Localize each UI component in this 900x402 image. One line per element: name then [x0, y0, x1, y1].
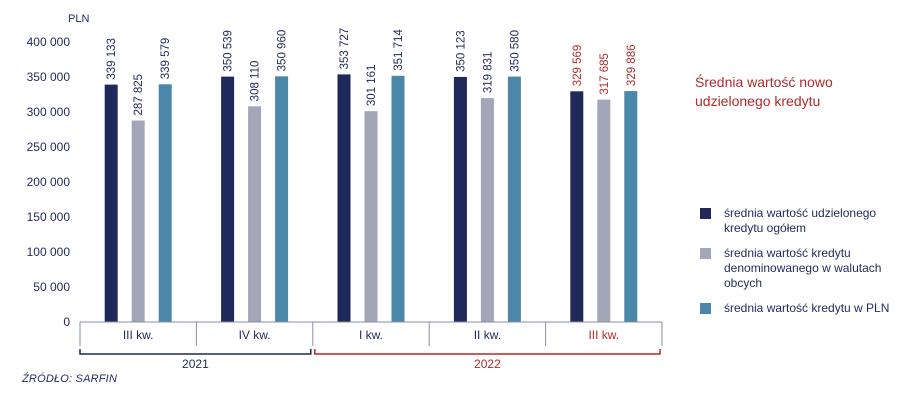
y-tick-label: 200 000: [27, 175, 71, 189]
bar: [391, 75, 405, 322]
bar: [158, 84, 172, 322]
y-tick-label: 150 000: [27, 210, 71, 224]
bar-value-label: 350 960: [277, 30, 289, 72]
bar: [131, 120, 145, 323]
legend-item-foreign-currency: średnia wartość kredytu denominowanego w…: [700, 246, 895, 291]
legend-item-total: średnia wartość udzielonego kredytu ogół…: [700, 206, 895, 236]
bar-value-label: 351 714: [393, 29, 405, 71]
bar-value-label: 339 133: [106, 38, 118, 80]
legend-item-pln: średnia wartość kredytu w PLN: [700, 301, 895, 316]
bar: [337, 74, 351, 322]
bar-value-label: 350 580: [509, 30, 521, 72]
bar-value-label: 329 886: [626, 45, 638, 87]
bar: [624, 91, 638, 322]
source-note: ŹRÓDŁO: SARFIN: [22, 373, 118, 385]
bar-value-label: 301 161: [366, 65, 378, 107]
bar-value-label: 350 123: [455, 30, 467, 72]
bar: [248, 106, 262, 322]
legend: średnia wartość udzielonego kredytu ogół…: [700, 206, 895, 326]
bar: [507, 76, 521, 323]
chart-side-title: Średnia wartość nowo udzielonego kredytu: [695, 74, 833, 109]
y-tick-label: 400 000: [27, 35, 71, 49]
bar-value-label: 319 831: [482, 52, 494, 94]
bar-value-label: 339 579: [160, 38, 172, 80]
bar: [364, 111, 378, 322]
x-tick-label: IV kw.: [239, 328, 271, 342]
bar-value-label: 287 825: [133, 74, 145, 116]
y-tick-label: 350 000: [27, 70, 71, 84]
bar-value-label: 317 685: [599, 53, 611, 95]
bar-value-label: 350 539: [223, 30, 235, 72]
bar: [275, 76, 289, 322]
legend-label-total: średnia wartość udzielonego kredytu ogół…: [724, 206, 877, 235]
bar: [453, 76, 467, 322]
legend-swatch-total: [700, 208, 711, 219]
y-tick-label: 50 000: [33, 280, 70, 294]
y-tick-label: 0: [63, 315, 70, 329]
year-bracket: [314, 349, 661, 355]
legend-swatch-pln: [700, 303, 711, 314]
bar: [570, 91, 584, 322]
x-tick-label: I kw.: [359, 328, 383, 342]
legend-label-foreign-currency: średnia wartość kredytu denominowanego w…: [724, 246, 882, 290]
x-tick-label: III kw.: [588, 328, 619, 342]
y-tick-label: 250 000: [27, 140, 71, 154]
bar: [597, 99, 611, 322]
bar: [480, 98, 494, 322]
year-bracket: [79, 349, 312, 355]
bar: [221, 76, 235, 322]
bar-value-label: 308 110: [250, 61, 262, 102]
year-label: 2022: [474, 357, 501, 371]
x-tick-label: III kw.: [123, 328, 154, 342]
bar-value-label: 329 569: [572, 45, 584, 87]
legend-label-pln: średnia wartość kredytu w PLN: [724, 301, 890, 315]
x-tick-label: II kw.: [474, 328, 501, 342]
bar: [104, 84, 118, 322]
y-tick-label: 100 000: [27, 245, 71, 259]
bar-value-label: 353 727: [339, 28, 351, 70]
y-axis-label: PLN: [68, 13, 89, 25]
y-tick-label: 300 000: [27, 105, 71, 119]
legend-swatch-foreign-currency: [700, 248, 711, 259]
year-label: 2021: [182, 357, 209, 371]
